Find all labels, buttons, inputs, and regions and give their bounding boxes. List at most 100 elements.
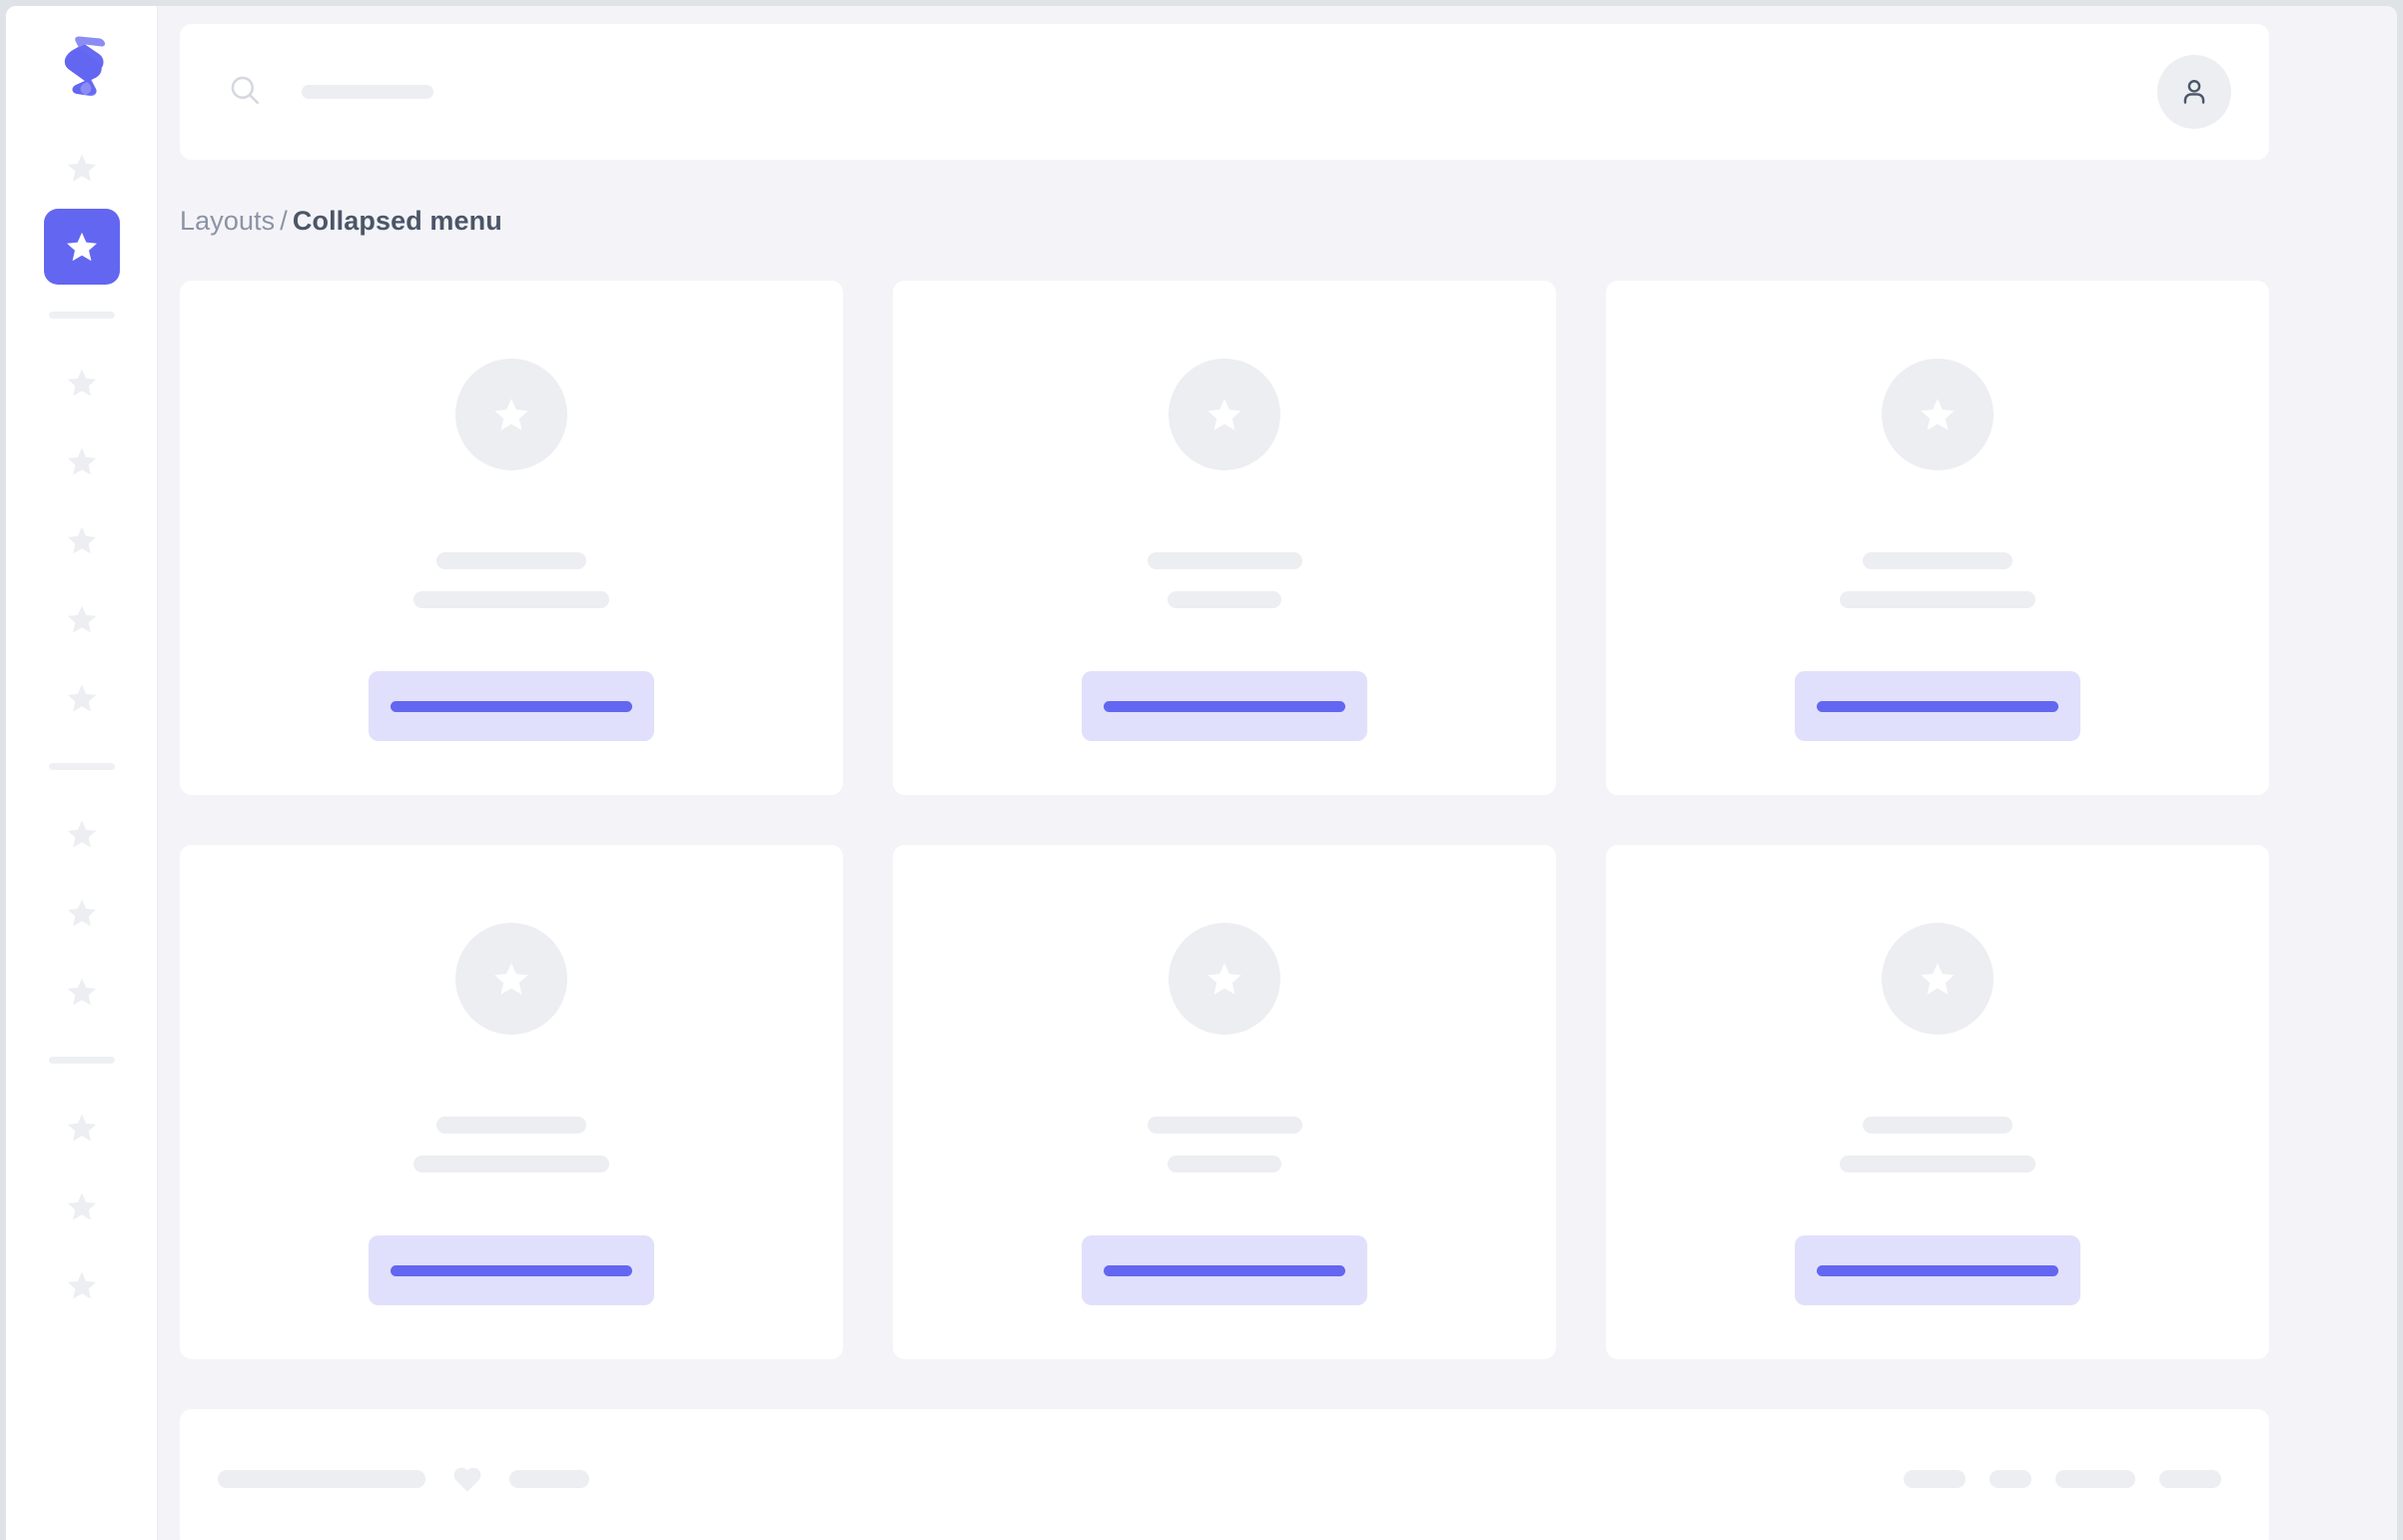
- user-icon: [2183, 80, 2205, 104]
- sidebar-group-1: [6, 130, 157, 288]
- card-action-button[interactable]: [1082, 1235, 1367, 1305]
- sidebar-group-4: [6, 1090, 157, 1326]
- sidebar-divider-1: [48, 312, 115, 319]
- search-input[interactable]: [302, 85, 433, 99]
- star-icon: [67, 1114, 96, 1142]
- search-icon[interactable]: [228, 73, 262, 112]
- footer-action-4[interactable]: [2159, 1470, 2221, 1488]
- footer-action-3[interactable]: [2055, 1470, 2135, 1488]
- star-icon: [1207, 963, 1241, 995]
- sidebar-group-3: [6, 796, 157, 1033]
- card-title-skeleton: [436, 1117, 586, 1134]
- card-action-label-skeleton: [1104, 700, 1345, 712]
- sidebar-item-12[interactable]: [44, 1168, 120, 1244]
- sidebar-group-2: [6, 345, 157, 739]
- star-icon: [67, 684, 96, 712]
- footer-right-group: [1904, 1470, 2221, 1488]
- card-avatar: [455, 359, 567, 470]
- card-title-skeleton: [1863, 1117, 2012, 1134]
- sidebar-item-1[interactable]: [44, 130, 120, 206]
- sidebar-item-6[interactable]: [44, 581, 120, 657]
- card-6[interactable]: [1606, 845, 2269, 1359]
- breadcrumb-separator: /: [280, 206, 288, 236]
- card-avatar: [1169, 359, 1280, 470]
- star-icon: [67, 526, 96, 554]
- card-action-button[interactable]: [369, 1235, 654, 1305]
- breadcrumb-parent[interactable]: Layouts: [180, 206, 276, 236]
- footer-action-2[interactable]: [1990, 1470, 2031, 1488]
- card-action-label-skeleton: [1817, 700, 2058, 712]
- breadcrumb: Layouts / Collapsed menu: [180, 206, 2269, 237]
- sidebar: [6, 6, 158, 1540]
- star-icon: [67, 447, 96, 475]
- card-1[interactable]: [180, 281, 843, 795]
- card-title-skeleton: [1147, 1117, 1302, 1134]
- star-icon: [67, 154, 96, 182]
- card-subtitle-skeleton: [413, 1155, 609, 1172]
- sidebar-item-3[interactable]: [44, 345, 120, 420]
- breadcrumb-current: Collapsed menu: [292, 206, 502, 236]
- sidebar-divider-2: [48, 763, 115, 770]
- card-subtitle-skeleton: [413, 591, 609, 608]
- scout-s-logo-icon: [64, 36, 105, 97]
- footer-action-1[interactable]: [1904, 1470, 1966, 1488]
- footer-left-group: [218, 1464, 589, 1494]
- card-subtitle-skeleton: [1840, 591, 2035, 608]
- star-icon: [67, 369, 96, 396]
- star-icon: [1207, 398, 1241, 430]
- sidebar-divider-3: [48, 1057, 115, 1064]
- avatar[interactable]: [2157, 55, 2231, 129]
- card-subtitle-skeleton: [1168, 1155, 1281, 1172]
- sidebar-item-9[interactable]: [44, 875, 120, 951]
- star-icon: [67, 605, 96, 633]
- card-title-skeleton: [1147, 552, 1302, 569]
- star-icon: [66, 232, 97, 262]
- card-5[interactable]: [893, 845, 1556, 1359]
- heart-icon[interactable]: [451, 1464, 483, 1494]
- card-action-label-skeleton: [391, 1264, 632, 1276]
- topbar: [180, 24, 2269, 160]
- card-avatar: [455, 923, 567, 1035]
- card-action-button[interactable]: [1795, 671, 2080, 741]
- card-subtitle-skeleton: [1840, 1155, 2035, 1172]
- star-icon: [67, 820, 96, 848]
- star-icon: [67, 978, 96, 1006]
- card-3[interactable]: [1606, 281, 2269, 795]
- sidebar-item-11[interactable]: [44, 1090, 120, 1165]
- card-avatar: [1882, 923, 1994, 1035]
- star-icon: [1921, 963, 1955, 995]
- card-action-button[interactable]: [369, 671, 654, 741]
- card-title-skeleton: [436, 552, 586, 569]
- star-icon: [1921, 398, 1955, 430]
- footer-bar-1: [218, 1470, 425, 1488]
- card-grid: [180, 281, 2269, 1359]
- card-title-skeleton: [1863, 552, 2012, 569]
- sidebar-item-7[interactable]: [44, 660, 120, 736]
- star-icon: [494, 963, 528, 995]
- sidebar-item-2[interactable]: [43, 209, 120, 285]
- card-action-button[interactable]: [1795, 1235, 2080, 1305]
- star-icon: [494, 398, 528, 430]
- sidebar-item-4[interactable]: [44, 423, 120, 499]
- card-action-label-skeleton: [1817, 1264, 2058, 1276]
- star-icon: [67, 1271, 96, 1299]
- card-action-button[interactable]: [1082, 671, 1367, 741]
- card-avatar: [1169, 923, 1280, 1035]
- footer-panel: [180, 1409, 2269, 1540]
- sidebar-item-5[interactable]: [44, 502, 120, 578]
- footer-bar-2: [509, 1470, 589, 1488]
- card-action-label-skeleton: [391, 700, 632, 712]
- card-2[interactable]: [893, 281, 1556, 795]
- card-4[interactable]: [180, 845, 843, 1359]
- app-viewport: Layouts / Collapsed menu: [6, 6, 2397, 1540]
- main-content: Layouts / Collapsed menu: [158, 6, 2397, 1540]
- star-icon: [67, 899, 96, 927]
- card-avatar: [1882, 359, 1994, 470]
- app-logo[interactable]: [43, 28, 121, 106]
- sidebar-item-13[interactable]: [44, 1247, 120, 1323]
- card-subtitle-skeleton: [1168, 591, 1281, 608]
- sidebar-item-8[interactable]: [44, 796, 120, 872]
- card-action-label-skeleton: [1104, 1264, 1345, 1276]
- sidebar-item-10[interactable]: [44, 954, 120, 1030]
- star-icon: [67, 1192, 96, 1220]
